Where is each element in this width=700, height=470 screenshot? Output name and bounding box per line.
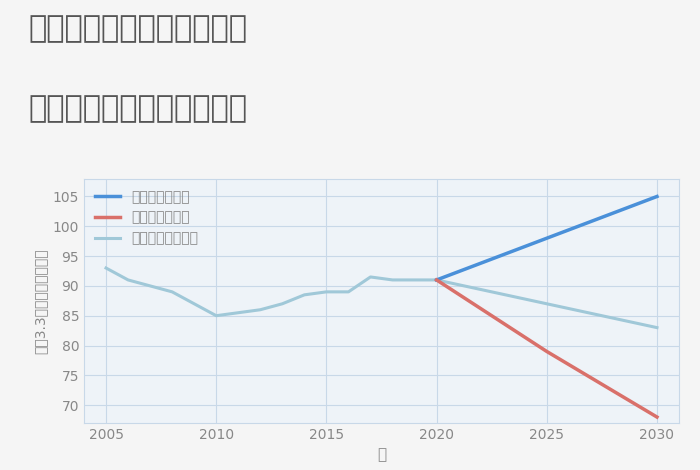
X-axis label: 年: 年	[377, 447, 386, 462]
Text: 三重県伊賀市阿山ハイツの: 三重県伊賀市阿山ハイツの	[28, 14, 247, 43]
Y-axis label: 坪（3.3㎡）単価（万円）: 坪（3.3㎡）単価（万円）	[33, 248, 47, 353]
Text: 中古マンションの価格推移: 中古マンションの価格推移	[28, 94, 247, 123]
Legend: グッドシナリオ, バッドシナリオ, ノーマルシナリオ: グッドシナリオ, バッドシナリオ, ノーマルシナリオ	[91, 186, 202, 250]
